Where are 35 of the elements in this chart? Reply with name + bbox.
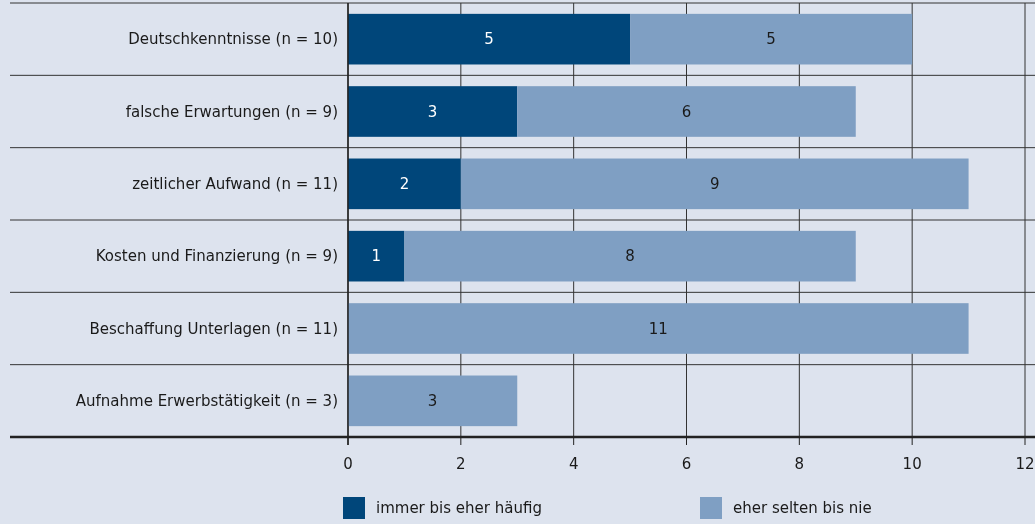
y-tick-label: Deutschkenntnisse (n = 10) [128,30,338,49]
y-tick-label: falsche Erwartungen (n = 9) [125,102,338,121]
data-label: 11 [648,319,668,338]
bar [348,375,518,427]
bar [630,13,913,65]
bar [517,86,856,137]
x-tick-label: 4 [568,455,579,473]
x-tick-label: 12 [1015,455,1035,473]
bar [348,303,969,354]
y-tick-label: Aufnahme Erwerbstätigkeit (n = 3) [75,392,338,411]
x-tick-label: 10 [902,455,922,473]
data-label: 3 [427,392,438,411]
bar [404,230,856,282]
data-label: 2 [399,175,410,194]
y-tick-label: Beschaffung Unterlagen (n = 11) [89,319,338,338]
data-label: 6 [681,102,692,121]
bar [348,158,461,210]
x-tick-label: 8 [794,455,805,473]
y-tick-label: Kosten und Finanzierung (n = 9) [95,247,338,266]
legend-label: eher selten bis nie [733,499,872,518]
data-label: 3 [427,102,438,121]
data-label: 9 [709,175,720,194]
data-label: 5 [484,30,494,49]
bar [348,230,405,282]
legend-label: immer bis eher häufig [376,499,542,518]
bar [348,86,518,137]
bar [348,13,631,65]
y-tick-label: zeitlicher Aufwand (n = 11) [132,175,338,194]
data-label: 8 [625,247,635,266]
x-tick-label: 6 [681,455,692,473]
data-label: 1 [371,247,381,266]
data-label: 5 [766,30,776,49]
x-tick-label: 0 [343,455,353,473]
bar [460,158,969,210]
x-tick-label: 2 [456,455,466,473]
